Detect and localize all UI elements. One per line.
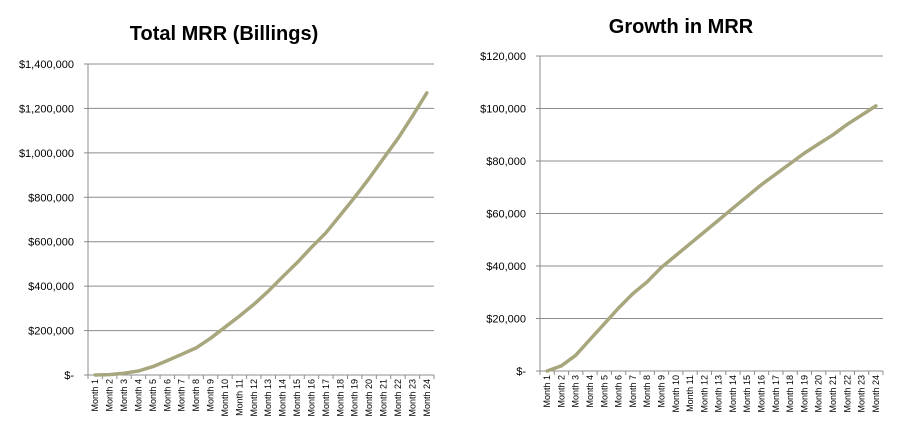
growth-mrr-x-tick-label: Month 8 [642, 375, 652, 408]
growth-mrr-y-tick-label: $80,000 [486, 156, 526, 168]
growth-mrr-y-tick-label: $60,000 [486, 209, 526, 221]
growth-mrr-x-tick-label: Month 14 [728, 375, 738, 413]
growth-mrr-x-tick-label: Month 19 [799, 375, 809, 413]
total-mrr-x-tick-label: Month 12 [249, 379, 259, 417]
total-mrr-x-tick-label: Month 22 [393, 379, 403, 417]
growth-mrr-x-tick-label: Month 21 [828, 375, 838, 413]
total-mrr-chart: Total MRR (Billings) $- $200,000 $400,000 $6… [0, 0, 450, 434]
total-mrr-x-tick-label: Month 19 [350, 379, 360, 417]
growth-mrr-series-line [545, 104, 878, 373]
total-mrr-x-tick-label: Month 11 [234, 379, 244, 416]
growth-mrr-y-tick-label: $- [516, 366, 526, 378]
total-mrr-x-tick-label: Month 7 [177, 379, 187, 412]
growth-mrr-x-tick-label: Month 11 [685, 375, 695, 412]
growth-mrr-x-tick-label: Month 24 [871, 375, 881, 413]
growth-mrr-x-tick-label: Month 22 [842, 375, 852, 413]
total-mrr-y-tick-label: $1,200,000 [19, 103, 74, 115]
total-mrr-y-tick-label: $- [64, 370, 74, 382]
growth-mrr-x-tick-label: Month 2 [556, 375, 566, 408]
growth-mrr-x-tick-label: Month 18 [785, 375, 795, 413]
total-mrr-y-tick-label: $1,400,000 [19, 59, 74, 71]
growth-mrr-x-tick-label: Month 17 [771, 375, 781, 413]
total-mrr-x-tick-label: Month 23 [407, 379, 417, 417]
growth-mrr-y-tick-label: $120,000 [480, 51, 526, 63]
growth-mrr-x-tick-label: Month 12 [699, 375, 709, 413]
growth-mrr-chart-title: Growth in MRR [609, 16, 754, 38]
total-mrr-x-tick-label: Month 18 [335, 379, 345, 417]
growth-mrr-x-tick-label: Month 16 [757, 375, 767, 413]
total-mrr-x-tick-label: Month 24 [422, 379, 432, 417]
total-mrr-x-tick-label: Month 5 [148, 379, 158, 412]
total-mrr-x-tick-label: Month 1 [90, 379, 100, 412]
total-mrr-x-tick-label: Month 16 [306, 379, 316, 417]
growth-mrr-x-tick-label: Month 7 [628, 375, 638, 408]
growth-mrr-x-tick-label: Month 10 [671, 375, 681, 413]
growth-mrr-x-tick-label: Month 23 [857, 375, 867, 413]
growth-mrr-x-tick-label: Month 6 [614, 375, 624, 408]
total-mrr-y-tick-label: $400,000 [28, 281, 74, 293]
total-mrr-y-tick-label: $800,000 [28, 192, 74, 204]
total-mrr-x-tick-label: Month 10 [220, 379, 230, 417]
growth-mrr-y-tick-label: $20,000 [486, 314, 526, 326]
growth-mrr-x-tick-label: Month 9 [656, 375, 666, 408]
total-mrr-y-tick-label: $200,000 [28, 326, 74, 338]
total-mrr-x-tick-label: Month 2 [105, 379, 115, 412]
total-mrr-x-tick-label: Month 4 [133, 379, 143, 412]
total-mrr-x-tick-label: Month 20 [364, 379, 374, 417]
total-mrr-x-tick-label: Month 9 [206, 379, 216, 412]
total-mrr-y-tick-label: $600,000 [28, 237, 74, 249]
growth-in-mrr-chart-svg: Growth in MRR $- $20,000 $40,000 $60,000 $80,… [480, 16, 884, 413]
total-mrr-chart-svg: Total MRR (Billings) $- $200,000 $400,000 $6… [19, 23, 435, 417]
total-mrr-chart-title: Total MRR (Billings) [130, 23, 319, 45]
growth-mrr-x-tick-label: Month 20 [814, 375, 824, 413]
total-mrr-x-tick-label: Month 17 [321, 379, 331, 417]
growth-mrr-x-tick-label: Month 15 [742, 375, 752, 413]
growth-mrr-y-tick-label: $40,000 [486, 261, 526, 273]
growth-mrr-x-tick-label: Month 1 [542, 375, 552, 408]
total-mrr-x-tick-label: Month 3 [119, 379, 129, 412]
total-mrr-series-line [93, 91, 429, 377]
growth-mrr-y-tick-label: $100,000 [480, 104, 526, 116]
total-mrr-x-tick-label: Month 15 [292, 379, 302, 417]
total-mrr-x-tick-label: Month 14 [278, 379, 288, 417]
growth-in-mrr-chart: Growth in MRR $- $20,000 $40,000 $60,000 $80,… [450, 0, 897, 434]
total-mrr-x-tick-label: Month 6 [162, 379, 172, 412]
growth-mrr-x-tick-label: Month 5 [599, 375, 609, 408]
total-mrr-x-tick-label: Month 13 [263, 379, 273, 417]
total-mrr-x-tick-label: Month 8 [191, 379, 201, 412]
growth-mrr-x-tick-label: Month 3 [571, 375, 581, 408]
total-mrr-y-tick-label: $1,000,000 [19, 148, 74, 160]
growth-mrr-x-tick-label: Month 4 [585, 375, 595, 408]
total-mrr-x-tick-label: Month 21 [379, 379, 389, 417]
growth-mrr-x-tick-label: Month 13 [714, 375, 724, 413]
